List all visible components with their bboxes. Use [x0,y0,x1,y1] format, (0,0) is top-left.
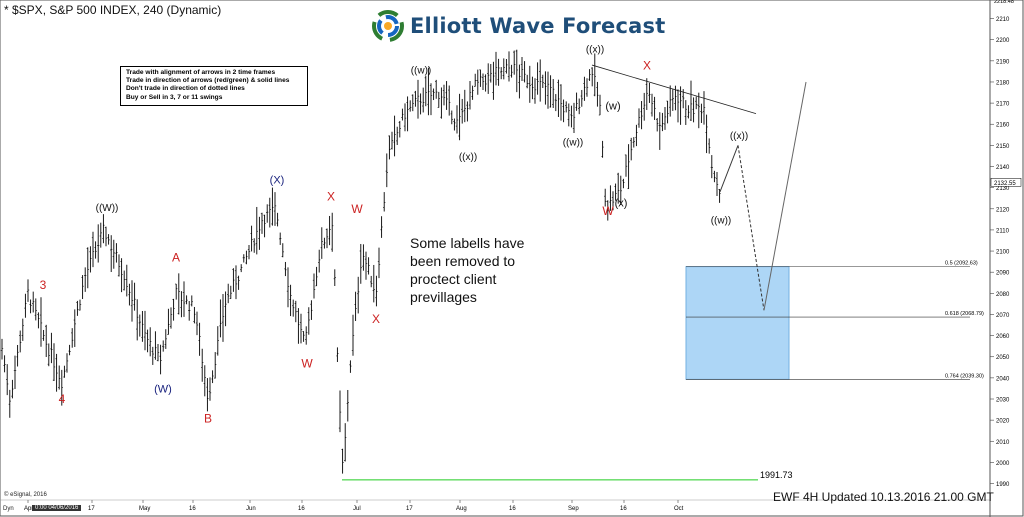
projection-up [763,81,807,311]
trading-rules-box: Trade with alignment of arrows in 2 time… [120,66,308,106]
x-tick-label: 16 [509,506,516,512]
y-tick-label: 2020 [996,419,1010,425]
rule-line: Buy or Sell in 3, 7 or 11 swings [126,93,223,101]
current-price-label: 2132.55 [994,181,1016,187]
y-tick-label: 2070 [996,313,1010,319]
wave-label: 4 [59,392,66,406]
wave-label: W [602,204,614,218]
y-tick-label: 2000 [996,461,1010,467]
wave-label: (x) [615,198,628,210]
chart-title: * $SPX, S&P 500 INDEX, 240 (Dynamic) [4,3,222,17]
y-tick-label: 2170 [996,102,1010,108]
fib-target-zone [685,266,790,380]
wave-label: (w) [605,100,620,112]
y-tick-label: 2200 [996,38,1010,44]
triangle-trendline [591,64,757,115]
update-stamp: EWF 4H Updated 10.13.2016 21.00 GMT [773,490,994,504]
y-tick-label: 2110 [996,228,1010,234]
x-tick-label: 16 [620,506,627,512]
fib-level-label: 0.5 (2092.63) [945,261,978,267]
wave-label: 3 [40,278,47,292]
y-tick-label: 2100 [996,250,1010,256]
x-tick-label: Oct [674,506,684,512]
y-tick-label: 2150 [996,144,1010,150]
y-tick-label: 2210 [996,17,1010,23]
rule-line: Trade in direction of arrows (red/green)… [126,77,290,85]
wave-label: B [204,411,212,425]
wave-label: W [351,202,363,216]
y-tick-label: 2030 [996,398,1010,404]
wave-label: ((w)) [411,66,432,77]
low-support-label: 1991.73 [760,470,793,480]
chart-footer: © eSignal, 2016 Dyn 0:00 04/06/2016 [0,492,990,517]
y-tick-label: 2040 [996,376,1010,382]
wave-label: (X) [270,174,285,186]
current-price-marker [990,178,1022,187]
x-tick-label: 16 [189,506,196,512]
y-tick-label: 1990 [996,482,1010,488]
wave-label: ((w)) [711,216,732,227]
y-tick-label: 2140 [996,165,1010,171]
wave-label: ((W)) [96,203,119,214]
y-tick-label: 2090 [996,271,1010,277]
fib-level-label: 0.618 (2068.79) [945,311,984,317]
removed-labels-note: Some labells have been removed to procte… [410,235,525,305]
y-tick-label: 2130 [996,186,1010,192]
dyn-label[interactable]: Dyn [3,506,14,512]
wave-label: X [372,312,380,326]
x-tick-label: Jul [353,506,361,512]
y-tick-label: 2160 [996,123,1010,129]
top-price-label: 2218.48 [994,0,1014,5]
y-tick-label: 2010 [996,440,1010,446]
x-tick-label: 17 [406,506,413,512]
projection-solid [719,145,739,193]
x-tick-label: 16 [298,506,305,512]
wave-label: W [301,356,313,370]
x-tick-label: Sep [568,506,579,512]
y-tick-label: 2120 [996,207,1010,213]
wave-label: ((x)) [586,44,604,55]
wave-label: ((x)) [459,152,477,163]
x-tick-label: Apr [24,506,33,512]
y-tick-label: 2180 [996,80,1010,86]
copyright: © eSignal, 2016 [4,492,47,498]
rule-line: Trade with alignment of arrows in 2 time… [126,69,276,76]
y-tick-label: 2050 [996,355,1010,361]
wave-label: ((x)) [730,131,748,142]
y-tick-label: 2060 [996,334,1010,340]
rule-line: Don't trade in direction of dotted lines [126,85,245,93]
y-tick-label: 2190 [996,59,1010,65]
fib-level-label: 0.764 (2039.30) [945,373,984,379]
x-tick-label: 17 [88,506,95,512]
date-cursor: 0:00 04/06/2016 [32,505,82,511]
brand-name: Elliott Wave Forecast [410,14,666,38]
wave-label: X [643,58,651,72]
wave-label: X [327,189,335,203]
x-tick-label: May [139,506,150,512]
ewf-swirl-icon [372,10,404,42]
brand-logo: Elliott Wave Forecast [372,8,665,44]
wave-label: A [172,251,180,265]
wave-label: ((w)) [563,137,584,148]
projection-dashed [737,145,765,311]
x-tick-label: Jun [246,506,256,512]
x-tick-label: Aug [456,506,467,512]
y-tick-label: 2080 [996,292,1010,298]
wave-label: (W) [154,384,172,396]
